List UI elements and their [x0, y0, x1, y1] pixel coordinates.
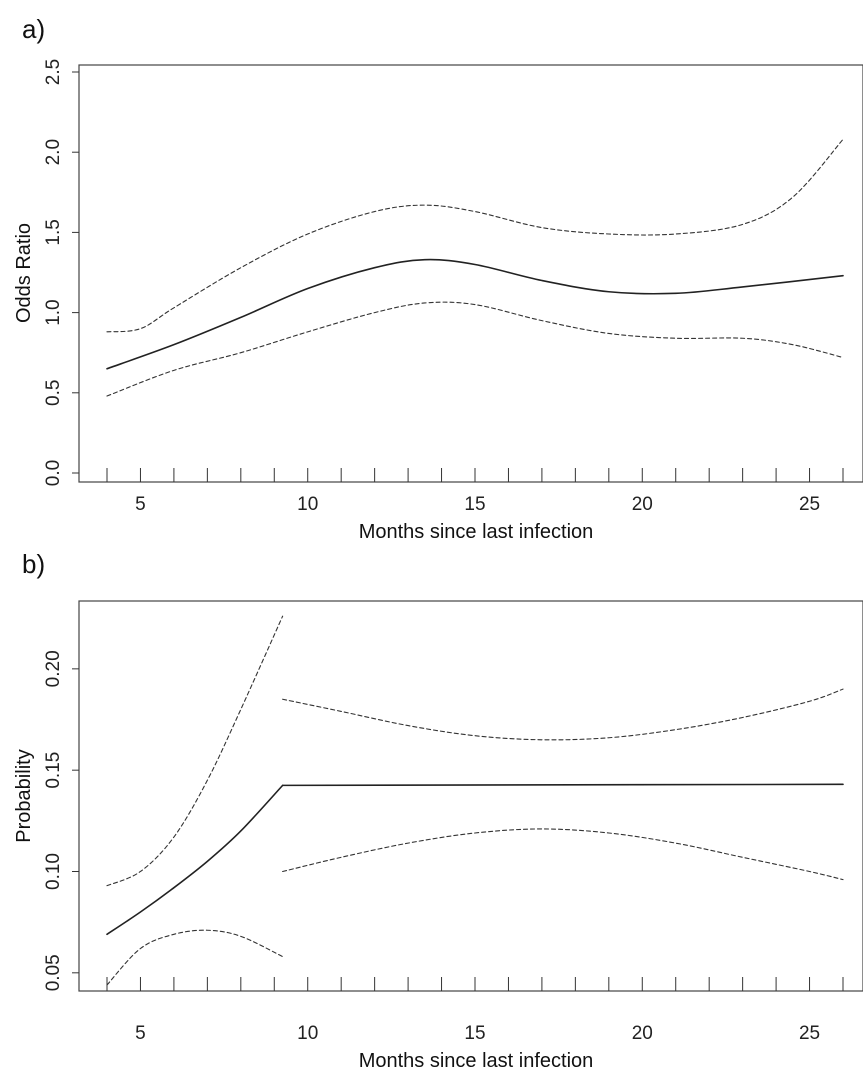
panel-b-y-axis-title: Probability — [13, 749, 35, 842]
panel-a-rug-layer — [106, 468, 844, 482]
panel-a-x-tick-label: 10 — [297, 494, 318, 515]
panel-b-estimate-curve-0 — [106, 784, 284, 936]
panel-b-y-tick-label: 0.15 — [43, 752, 64, 789]
panel-a-x-ticks: 5 10 15 20 25 — [135, 494, 820, 515]
panel-a-estimate-curve-0 — [106, 258, 844, 370]
panel-b-series-layer — [106, 615, 844, 986]
panel-b-estimate-curve-1 — [281, 783, 844, 787]
panel-a-x-tick-label: 5 — [135, 494, 146, 515]
panel-b-x-tick-label: 25 — [799, 1023, 820, 1044]
panel-b-y-ticks: 0.05 0.10 0.15 0.20 — [43, 650, 79, 991]
panel-a-y-tick-label: 0.5 — [43, 380, 64, 406]
panel-b-label: b) — [22, 549, 45, 579]
panel-b-x-tick-label: 10 — [297, 1023, 318, 1044]
panel-a-y-tick-label: 2.5 — [43, 59, 64, 85]
panel-a-y-axis-title: Odds Ratio — [13, 223, 35, 323]
panel-b-ci-curve-5 — [282, 828, 844, 881]
panel-b-ci-curve-2 — [106, 615, 284, 887]
panel-a-x-tick-label: 25 — [799, 494, 820, 515]
panel-a-y-tick-label: 1.5 — [43, 219, 64, 245]
panel-b-x-tick-label: 15 — [464, 1023, 485, 1044]
panel-b: b) 5 10 15 20 25 0.05 0.10 0.15 0.20 Months sin… — [13, 549, 863, 1072]
panel-b-y-tick-label: 0.10 — [43, 853, 64, 890]
panel-a-series-layer — [106, 138, 844, 397]
panel-a: a) 5 10 15 20 25 0.0 0.5 1.0 1.5 2.0 2.5 Months s… — [13, 14, 863, 543]
panel-b-y-tick-label: 0.05 — [43, 954, 64, 991]
panel-a-x-axis-title: Months since last infection — [359, 521, 594, 543]
panel-b-y-tick-label: 0.20 — [43, 650, 64, 687]
panel-a-plot-frame — [78, 64, 863, 483]
panel-a-x-tick-label: 20 — [632, 494, 653, 515]
panel-a-ci-curve-2 — [106, 301, 844, 397]
panel-a-label: a) — [22, 14, 45, 44]
panel-a-y-tick-label: 0.0 — [43, 460, 64, 486]
panel-a-ci-curve-1 — [106, 138, 844, 333]
panel-b-ci-curve-4 — [282, 688, 844, 741]
panel-b-x-axis-title: Months since last infection — [359, 1050, 594, 1072]
panel-b-x-tick-label: 20 — [632, 1023, 653, 1044]
panel-b-plot-frame — [78, 600, 863, 992]
panel-b-ci-curve-3 — [106, 929, 284, 986]
panel-b-x-tick-label: 5 — [135, 1023, 146, 1044]
panel-a-y-tick-label: 2.0 — [43, 139, 64, 165]
panel-b-rug-layer — [106, 977, 844, 991]
panel-a-y-tick-label: 1.0 — [43, 299, 64, 325]
panel-a-y-ticks: 0.0 0.5 1.0 1.5 2.0 2.5 — [43, 59, 79, 486]
panel-a-x-tick-label: 15 — [464, 494, 485, 515]
panel-b-x-ticks: 5 10 15 20 25 — [135, 1023, 820, 1044]
